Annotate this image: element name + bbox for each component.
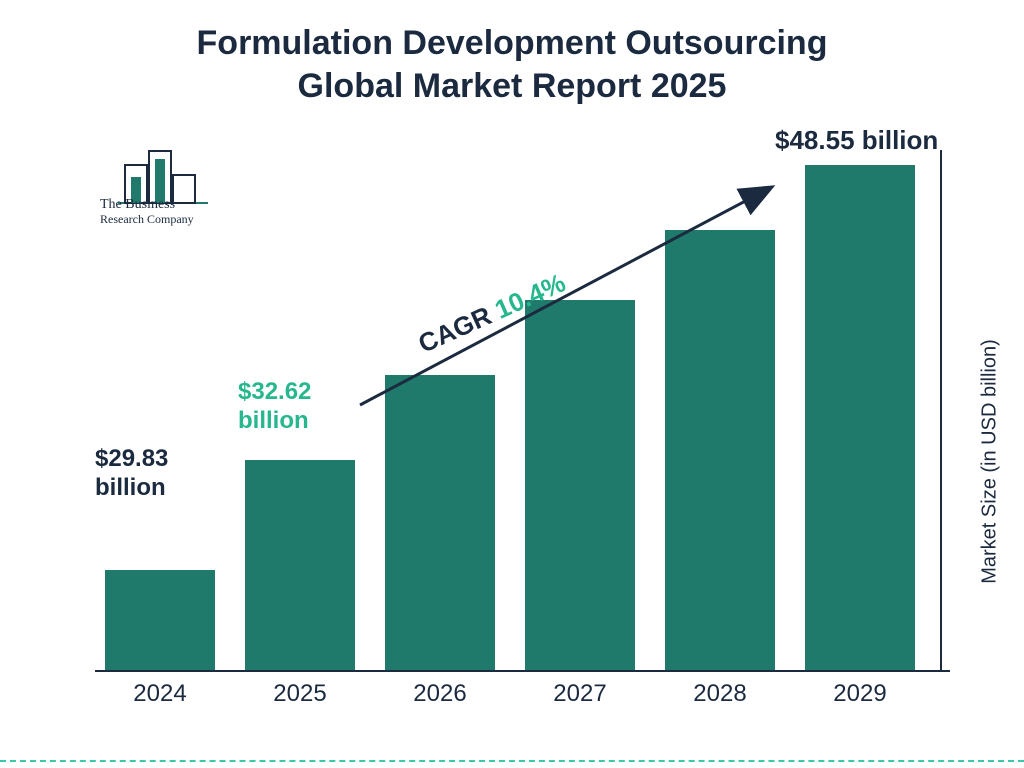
cagr-prefix: CAGR [414,297,503,358]
x-label-2024: 2024 [105,680,215,708]
x-label-2029: 2029 [805,680,915,708]
logo-text: The Business Research Company [100,197,194,228]
value-label-1: $32.62billion [238,378,311,436]
title-line2: Global Market Report 2025 [298,67,727,105]
x-label-2026: 2026 [385,680,495,708]
bar-2024 [105,570,215,670]
x-label-2027: 2027 [525,680,635,708]
x-label-2028: 2028 [665,680,775,708]
x-label-2025: 2025 [245,680,355,708]
value-label-0: $29.83billion [95,445,168,503]
x-axis [95,670,950,672]
bar-2026 [385,375,495,670]
logo-line1: The Business [100,197,175,212]
logo-line2: Research Company [100,212,194,226]
title-line1: Formulation Development Outsourcing [197,24,828,62]
bar-2027 [525,300,635,670]
bottom-dashed-line [0,760,1024,762]
chart-title: Formulation Development Outsourcing Glob… [0,22,1024,107]
y-axis-label: Market Size (in USD billion) [979,332,1002,592]
y-axis-right [940,150,942,670]
value-label-2: $48.55 billion [775,125,938,156]
chart-stage: Formulation Development Outsourcing Glob… [0,0,1024,768]
bar-2028 [665,230,775,670]
bar-2029 [805,165,915,670]
company-logo: The Business Research Company [100,145,250,220]
bar-2025 [245,460,355,670]
